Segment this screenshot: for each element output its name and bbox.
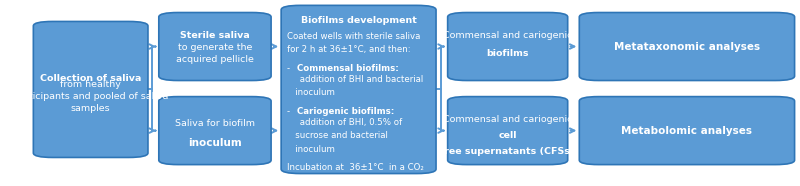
Text: sucrose and bacterial: sucrose and bacterial: [286, 132, 387, 140]
Text: free supernatants (CFSs): free supernatants (CFSs): [441, 147, 575, 156]
Text: Cariogenic biofilms:: Cariogenic biofilms:: [297, 107, 394, 116]
Text: Collection of saliva: Collection of saliva: [40, 74, 142, 83]
Text: from healthy
participants and pooled of saliva
samples: from healthy participants and pooled of …: [13, 80, 168, 113]
Text: biofilms: biofilms: [486, 49, 529, 58]
Text: Metataxonomic analyses: Metataxonomic analyses: [614, 41, 760, 52]
FancyBboxPatch shape: [579, 12, 794, 81]
Text: addition of BHI and bacterial: addition of BHI and bacterial: [297, 75, 423, 84]
Text: Biofilms development: Biofilms development: [301, 16, 417, 25]
Text: Commensal and cariogenic: Commensal and cariogenic: [443, 115, 572, 124]
FancyBboxPatch shape: [159, 12, 271, 81]
FancyBboxPatch shape: [448, 97, 568, 165]
FancyBboxPatch shape: [159, 97, 271, 165]
Text: Metabolomic analyses: Metabolomic analyses: [622, 126, 753, 136]
Text: Saliva for biofilm: Saliva for biofilm: [175, 119, 255, 128]
Text: for 2 h at 36±1°C, and then:: for 2 h at 36±1°C, and then:: [286, 45, 410, 54]
FancyBboxPatch shape: [281, 5, 436, 174]
Text: incubator (5.5% CO₂) for 96 h.: incubator (5.5% CO₂) for 96 h.: [286, 177, 417, 185]
Text: -: -: [286, 107, 290, 116]
FancyBboxPatch shape: [448, 12, 568, 81]
Text: Commensal and cariogenic: Commensal and cariogenic: [443, 31, 572, 40]
Text: Commensal biofilms:: Commensal biofilms:: [297, 64, 398, 73]
Text: addition of BHI, 0.5% of: addition of BHI, 0.5% of: [297, 118, 402, 127]
Text: to generate the
acquired pellicle: to generate the acquired pellicle: [176, 43, 254, 64]
Text: -: -: [286, 64, 290, 73]
Text: Incubation at  36±1°C  in a CO₂: Incubation at 36±1°C in a CO₂: [286, 163, 423, 172]
FancyBboxPatch shape: [34, 21, 148, 157]
FancyBboxPatch shape: [579, 97, 794, 165]
Text: inoculum: inoculum: [188, 138, 242, 148]
Text: cell: cell: [498, 131, 517, 140]
Text: Sterile saliva: Sterile saliva: [180, 31, 250, 40]
Text: Coated wells with sterile saliva: Coated wells with sterile saliva: [286, 32, 420, 41]
Text: inoculum: inoculum: [286, 145, 334, 153]
Text: inoculum: inoculum: [286, 88, 334, 97]
